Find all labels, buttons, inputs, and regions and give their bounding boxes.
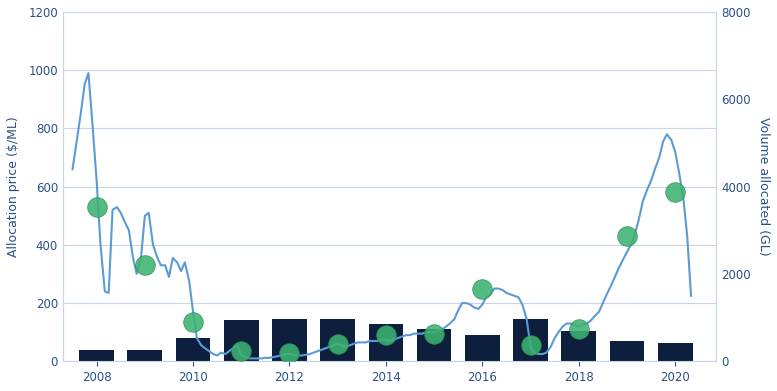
Point (138, 262, 151, 268)
Bar (658, 343, 692, 361)
Bar (127, 350, 162, 361)
Point (90, 204, 103, 210)
Bar (224, 320, 259, 361)
Point (621, 233, 633, 239)
Point (235, 348, 248, 354)
Point (428, 330, 441, 337)
Point (669, 189, 681, 196)
Point (284, 350, 296, 356)
Point (573, 326, 585, 332)
Bar (610, 341, 644, 361)
Y-axis label: Allocation price ($/ML): Allocation price ($/ML) (7, 116, 20, 257)
Bar (272, 319, 307, 361)
Bar (561, 331, 596, 361)
Point (524, 342, 537, 348)
Point (186, 319, 199, 325)
Bar (176, 338, 211, 361)
Y-axis label: Volume allocated (GL): Volume allocated (GL) (757, 117, 770, 256)
Point (332, 341, 344, 347)
Bar (465, 335, 500, 361)
Bar (79, 350, 114, 361)
Point (380, 332, 392, 338)
Point (476, 285, 489, 292)
Bar (513, 319, 548, 361)
Bar (320, 319, 355, 361)
Bar (416, 329, 451, 361)
Bar (368, 324, 403, 361)
